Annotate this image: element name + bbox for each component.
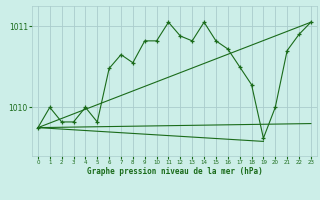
X-axis label: Graphe pression niveau de la mer (hPa): Graphe pression niveau de la mer (hPa) xyxy=(86,167,262,176)
